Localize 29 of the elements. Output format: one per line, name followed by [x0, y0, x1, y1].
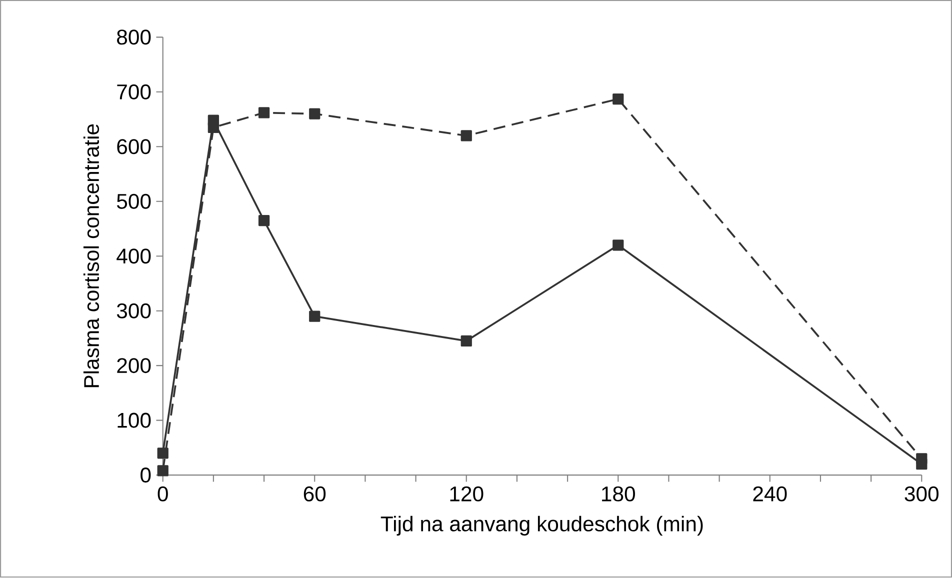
x-tick-label: 240	[753, 486, 787, 502]
point	[157, 448, 168, 459]
point	[612, 94, 624, 105]
x-axis-title: Tijd na aanvang koudeschok (min)	[380, 516, 703, 536]
x-tick-label: 300	[904, 486, 939, 502]
point	[258, 215, 270, 226]
point	[208, 122, 220, 134]
y-tick-label: 300	[116, 304, 151, 319]
y-tick-label: 200	[117, 358, 151, 374]
point	[157, 465, 168, 476]
point	[612, 240, 624, 251]
y-tick-label: 600	[117, 139, 151, 154]
y-tick-label: 400	[116, 248, 151, 264]
point	[258, 107, 270, 119]
point	[309, 108, 320, 120]
y-tick-label: 800	[117, 30, 151, 45]
x-tick-label: 180	[602, 486, 635, 502]
x-tick-label: 120	[450, 486, 484, 502]
y-tick-label: 100	[118, 413, 151, 428]
x-tick-label: 0	[158, 486, 168, 502]
y-axis-title: Plasma cortisol concentratie	[83, 124, 100, 388]
point	[460, 130, 472, 142]
y-tick-label: 500	[116, 194, 151, 210]
point	[916, 453, 928, 464]
point	[309, 310, 320, 322]
x-tick-label: 60	[304, 486, 326, 502]
point	[460, 336, 472, 347]
y-tick-label: 0	[140, 468, 151, 483]
y-tick-label: 700	[117, 84, 151, 100]
